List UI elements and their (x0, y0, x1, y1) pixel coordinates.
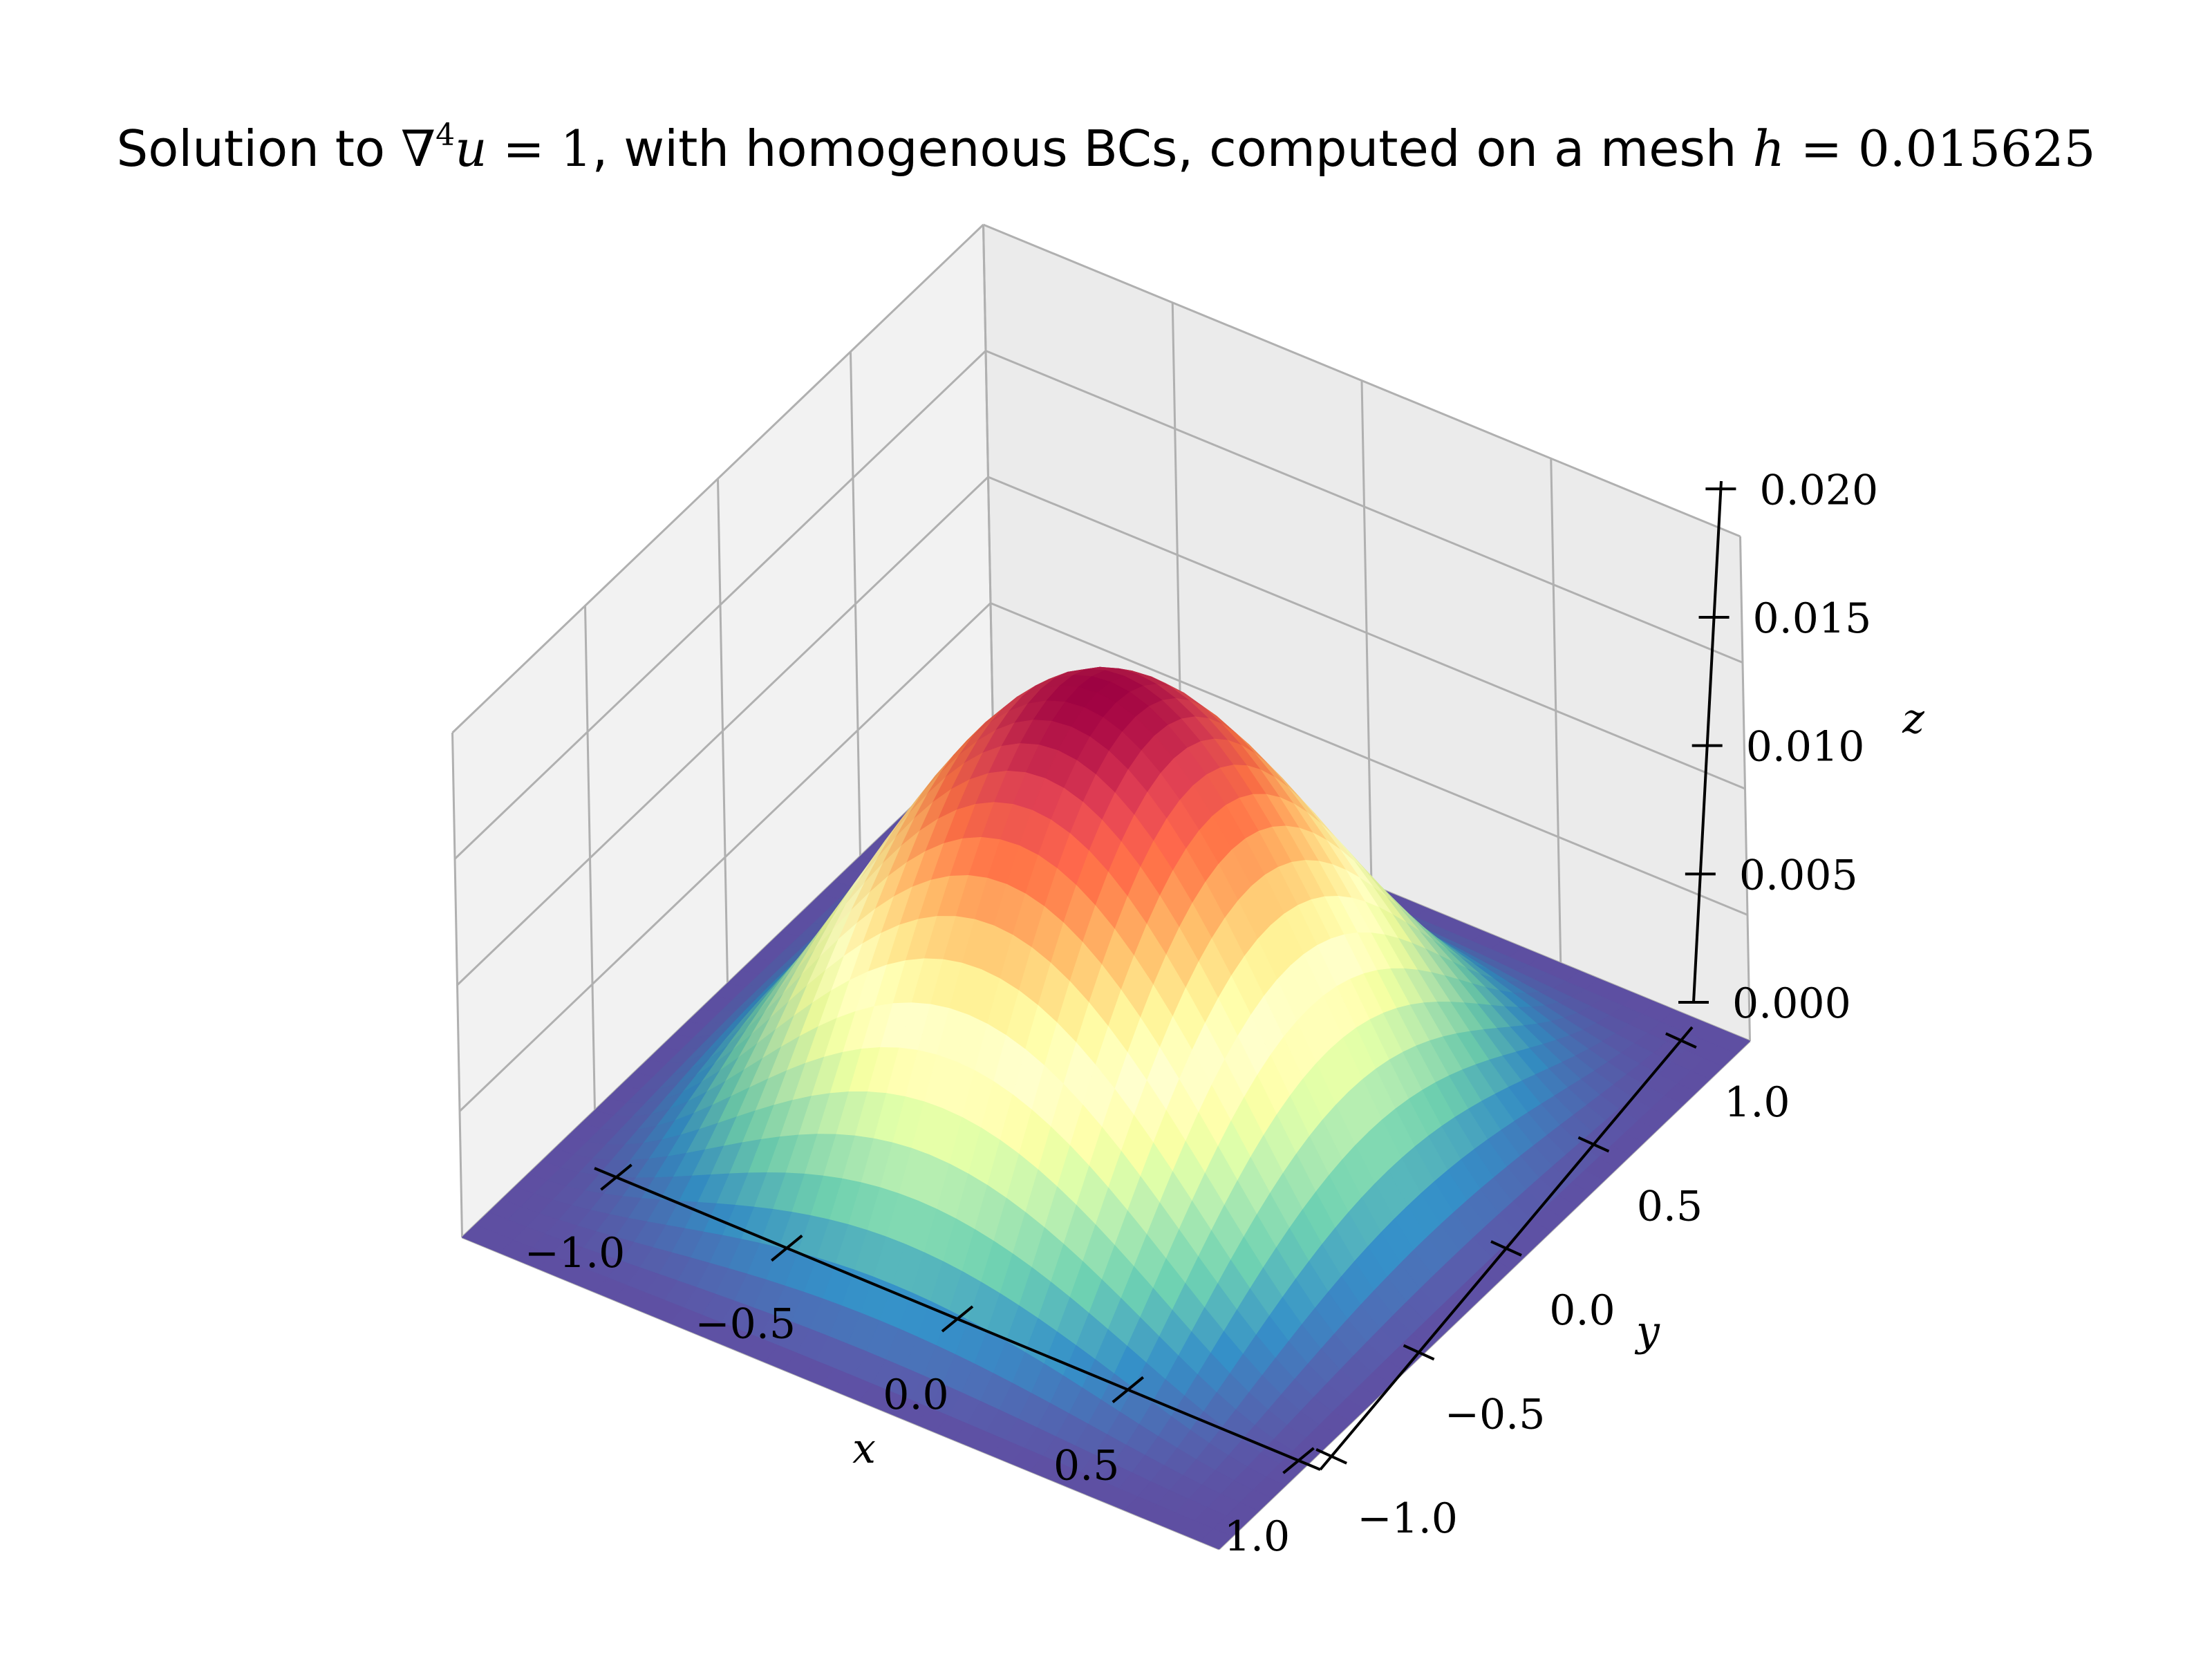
x-tick (600, 1163, 632, 1191)
x-tick (1282, 1447, 1315, 1474)
surface-plot (462, 666, 1750, 1550)
gridline-z-back (982, 223, 1741, 538)
z-tick-label: 0.005 (1739, 851, 1858, 899)
x-axis-label: x (852, 1425, 876, 1473)
gridline-z-back (987, 476, 1746, 790)
y-tick (1490, 1240, 1522, 1257)
gridline-z-left (456, 476, 989, 986)
gridline-z-back (985, 350, 1743, 664)
x-tick-label: 0.0 (883, 1371, 948, 1419)
x-tick-label: 1.0 (1224, 1512, 1290, 1561)
y-tick (1577, 1136, 1610, 1153)
y-tick-label: −1.0 (1357, 1494, 1458, 1543)
x-tick (1112, 1376, 1145, 1404)
axis-ticks (600, 487, 1736, 1474)
gridline-z-left (458, 602, 992, 1112)
y-tick-label: 1.0 (1724, 1078, 1790, 1127)
z-axis-line (1692, 480, 1723, 1003)
z-tick-label: 0.000 (1732, 980, 1851, 1028)
x-tick-label: −0.5 (695, 1300, 796, 1349)
surface-facet (1199, 1528, 1233, 1550)
gridline-z-left (451, 223, 984, 734)
chart-title: Solution to ∇4u = 1, with homogenous BCs… (117, 118, 2096, 178)
y-tick-label: 0.0 (1549, 1286, 1615, 1335)
y-tick (1665, 1032, 1697, 1049)
z-tick-label: 0.015 (1753, 594, 1872, 643)
z-tick-label: 0.020 (1759, 466, 1878, 514)
y-tick-label: −0.5 (1445, 1390, 1546, 1438)
y-tick (1403, 1344, 1435, 1361)
x-tick (770, 1234, 803, 1262)
gridline-z-left (453, 350, 987, 860)
x-tick (941, 1305, 974, 1333)
x-tick-label: 0.5 (1053, 1441, 1119, 1490)
x-tick-label: −1.0 (525, 1229, 626, 1277)
gridline-z-back (990, 602, 1748, 916)
z-tick-label: 0.010 (1746, 723, 1865, 771)
y-tick (1315, 1447, 1347, 1465)
y-tick-label: 0.5 (1637, 1183, 1703, 1231)
y-axis-label: y (1634, 1307, 1660, 1356)
z-axis-label: z (1902, 695, 1924, 743)
tick-labels: −1.0 −0.5 0.0 0.5 1.0 −1.0 −0.5 0.0 0.5 1.0 0.000 0… (525, 466, 1879, 1561)
